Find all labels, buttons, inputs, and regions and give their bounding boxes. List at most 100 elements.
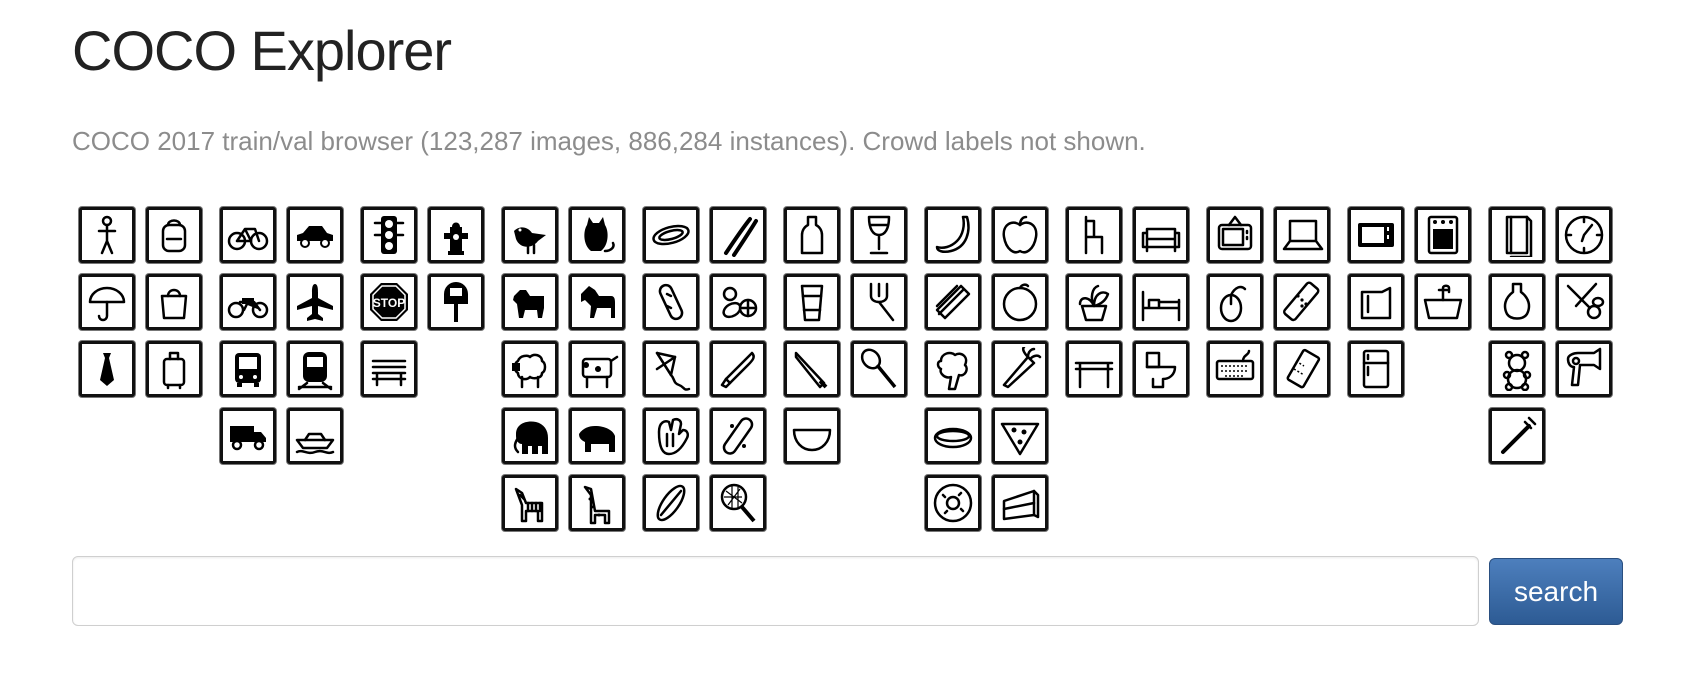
category-tile-skis[interactable]	[710, 207, 766, 263]
search-button[interactable]: search	[1489, 558, 1623, 625]
category-tile-airplane[interactable]	[287, 274, 343, 330]
category-tile-cup[interactable]	[784, 274, 840, 330]
category-tile-tennis-racket[interactable]	[710, 475, 766, 531]
category-tile-bus[interactable]	[220, 341, 276, 397]
category-tile-boat[interactable]	[287, 408, 343, 464]
category-tile-kite[interactable]	[643, 341, 699, 397]
kite-icon	[655, 351, 691, 391]
category-tile-surfboard[interactable]	[643, 475, 699, 531]
category-tile-scissors[interactable]	[1556, 274, 1612, 330]
category-tile-apple[interactable]	[992, 207, 1048, 263]
category-tile-cake[interactable]	[992, 475, 1048, 531]
category-tile-tie[interactable]	[79, 341, 135, 397]
toothbrush-icon	[1501, 416, 1537, 454]
category-tile-backpack[interactable]	[146, 207, 202, 263]
category-tile-wine-glass[interactable]	[851, 207, 907, 263]
category-tile-bottle[interactable]	[784, 207, 840, 263]
category-tile-bench[interactable]	[361, 341, 417, 397]
category-tile-baseball-bat[interactable]	[710, 341, 766, 397]
category-tile-vase[interactable]	[1489, 274, 1545, 330]
category-tile-handbag[interactable]	[146, 274, 202, 330]
dining-table-icon	[1074, 361, 1114, 389]
category-tile-mouse[interactable]	[1207, 274, 1263, 330]
category-tile-tv[interactable]	[1207, 207, 1263, 263]
category-tile-refrigerator[interactable]	[1348, 341, 1404, 397]
category-tile-microwave[interactable]	[1348, 207, 1404, 263]
category-tile-dining-table[interactable]	[1066, 341, 1122, 397]
category-tile-laptop[interactable]	[1274, 207, 1330, 263]
airplane-icon	[297, 284, 333, 321]
bicycle-icon	[227, 227, 269, 251]
category-tile-remote[interactable]	[1274, 274, 1330, 330]
backpack-icon	[161, 219, 187, 253]
stop-sign-icon: STOP	[370, 283, 408, 321]
category-tile-hot-dog[interactable]	[925, 408, 981, 464]
baseball-glove-icon	[657, 417, 690, 456]
category-tile-snowboard[interactable]	[643, 274, 699, 330]
category-tile-keyboard[interactable]	[1207, 341, 1263, 397]
category-tile-toilet[interactable]	[1133, 341, 1189, 397]
boat-icon	[295, 432, 335, 455]
category-tile-sink[interactable]	[1415, 274, 1471, 330]
category-tile-pizza[interactable]	[992, 408, 1048, 464]
category-tile-zebra[interactable]	[502, 475, 558, 531]
tennis-racket-icon	[720, 483, 756, 523]
category-tile-skateboard[interactable]	[710, 408, 766, 464]
category-tile-teddy-bear[interactable]	[1489, 341, 1545, 397]
category-tile-book[interactable]	[1489, 207, 1545, 263]
category-tile-toothbrush[interactable]	[1489, 408, 1545, 464]
bed-icon	[1141, 290, 1181, 322]
category-tile-sheep[interactable]	[502, 341, 558, 397]
category-tile-spoon[interactable]	[851, 341, 907, 397]
category-tile-giraffe[interactable]	[569, 475, 625, 531]
hot-dog-icon	[933, 427, 973, 449]
category-tile-donut[interactable]	[925, 475, 981, 531]
category-tile-dog[interactable]	[502, 274, 558, 330]
category-tile-horse[interactable]	[569, 274, 625, 330]
category-tile-truck[interactable]	[220, 408, 276, 464]
category-tile-parking-meter[interactable]	[428, 274, 484, 330]
category-tile-hair-drier[interactable]	[1556, 341, 1612, 397]
tie-icon	[100, 353, 114, 386]
category-tile-bicycle[interactable]	[220, 207, 276, 263]
category-tile-motorcycle[interactable]	[220, 274, 276, 330]
category-tile-grid: STOP	[79, 207, 1612, 531]
category-tile-frisbee[interactable]	[643, 207, 699, 263]
category-tile-fork[interactable]	[851, 274, 907, 330]
category-tile-clock[interactable]	[1556, 207, 1612, 263]
category-tile-cow[interactable]	[569, 341, 625, 397]
category-tile-potted-plant[interactable]	[1066, 274, 1122, 330]
category-tile-couch[interactable]	[1133, 207, 1189, 263]
category-tile-broccoli[interactable]	[925, 341, 981, 397]
category-tile-oven[interactable]	[1415, 207, 1471, 263]
category-tile-train[interactable]	[287, 341, 343, 397]
category-tile-baseball-glove[interactable]	[643, 408, 699, 464]
category-tile-person[interactable]	[79, 207, 135, 263]
category-tile-orange[interactable]	[992, 274, 1048, 330]
category-tile-cat[interactable]	[569, 207, 625, 263]
category-tile-umbrella[interactable]	[79, 274, 135, 330]
oven-icon	[1427, 215, 1459, 255]
category-tile-banana[interactable]	[925, 207, 981, 263]
category-tile-carrot[interactable]	[992, 341, 1048, 397]
search-input[interactable]	[72, 556, 1479, 626]
category-tile-sandwich[interactable]	[925, 274, 981, 330]
category-tile-fire-hydrant[interactable]	[428, 207, 484, 263]
dog-icon	[513, 290, 544, 318]
category-tile-bird[interactable]	[502, 207, 558, 263]
category-tile-bowl[interactable]	[784, 408, 840, 464]
category-tile-bed[interactable]	[1133, 274, 1189, 330]
category-tile-bear[interactable]	[569, 408, 625, 464]
category-tile-cell-phone[interactable]	[1274, 341, 1330, 397]
bottle-icon	[800, 215, 824, 255]
bowl-icon	[792, 428, 832, 452]
category-tile-elephant[interactable]	[502, 408, 558, 464]
category-tile-toaster[interactable]	[1348, 274, 1404, 330]
category-tile-sports-ball[interactable]	[710, 274, 766, 330]
category-tile-chair[interactable]	[1066, 207, 1122, 263]
category-tile-traffic-light[interactable]	[361, 207, 417, 263]
category-tile-stop-sign[interactable]: STOP	[361, 274, 417, 330]
category-tile-suitcase[interactable]	[146, 341, 202, 397]
category-tile-knife[interactable]	[784, 341, 840, 397]
category-tile-car[interactable]	[287, 207, 343, 263]
